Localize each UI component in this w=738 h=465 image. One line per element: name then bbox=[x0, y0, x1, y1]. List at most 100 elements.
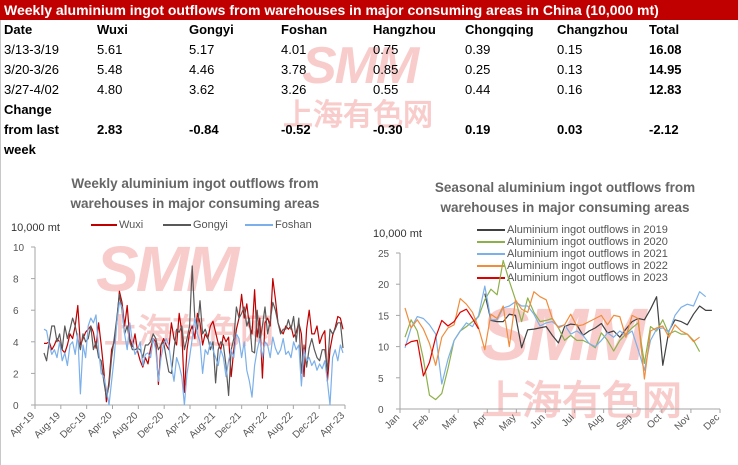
cell-total: 14.95 bbox=[649, 62, 682, 77]
legend-label-foshan: Foshan bbox=[275, 219, 312, 231]
y-tick-label: 8 bbox=[13, 275, 19, 286]
series-line bbox=[43, 265, 344, 398]
cell-chongqing: 0.25 bbox=[465, 62, 491, 77]
cell-foshan: 3.78 bbox=[281, 62, 307, 77]
cell-gongyi: 4.46 bbox=[189, 62, 215, 77]
legend-item-2021: Aluminium ingot outflows in 2021 bbox=[477, 248, 668, 260]
cell-changzhou: 0.15 bbox=[557, 42, 583, 57]
header-foshan: Foshan bbox=[281, 22, 328, 37]
change-label-text: week bbox=[4, 142, 36, 157]
header-hangzhou: Hangzhou bbox=[373, 22, 436, 37]
change-gongyi: -0.84 bbox=[189, 122, 219, 137]
legend-item-2019: Aluminium ingot outflows in 2019 bbox=[477, 224, 668, 236]
series-line bbox=[43, 301, 344, 406]
cell-hangzhou: 0.85 bbox=[373, 62, 399, 77]
legend-swatch-2022 bbox=[477, 265, 505, 267]
left-chart-y-unit: 10,000 mt bbox=[11, 222, 60, 234]
right-chart-title: Seasonal aluminium ingot outflows from w… bbox=[410, 178, 720, 218]
legend-label-2021: Aluminium ingot outflows in 2021 bbox=[507, 248, 668, 260]
cell-date: 3/20-3/26 bbox=[4, 62, 59, 77]
change-hangzhou: -0.30 bbox=[373, 122, 403, 137]
legend-item-wuxi: Wuxi bbox=[91, 219, 143, 231]
change-wuxi: 2.83 bbox=[97, 122, 123, 137]
y-tick-label: 20 bbox=[378, 280, 390, 291]
legend-item-2023: Aluminium ingot outflows in 2023 bbox=[477, 272, 668, 284]
cell-foshan: 3.26 bbox=[281, 82, 307, 97]
series-line bbox=[404, 291, 700, 380]
x-tick-label: Oct bbox=[645, 412, 664, 431]
left-chart-title-line1: Weekly aluminium ingot outflows from bbox=[71, 176, 319, 191]
legend-label-2023: Aluminium ingot outflows in 2023 bbox=[507, 272, 668, 284]
y-tick-label: 2 bbox=[13, 369, 19, 380]
legend-swatch-2021 bbox=[477, 253, 505, 255]
left-chart-title: Weekly aluminium ingot outflows from war… bbox=[40, 174, 350, 214]
cell-total: 12.83 bbox=[649, 82, 682, 97]
cell-wuxi: 5.61 bbox=[97, 42, 123, 57]
legend-item-gongyi: Gongyi bbox=[163, 219, 228, 231]
cell-total: 16.08 bbox=[649, 42, 682, 57]
x-tick-label: Apr bbox=[471, 412, 490, 431]
cell-changzhou: 0.13 bbox=[557, 62, 583, 77]
y-tick-label: 5 bbox=[378, 374, 384, 385]
x-tick-label: Dec bbox=[702, 412, 722, 432]
right-chart-title-line2: warehouses in major consuming areas bbox=[440, 200, 690, 215]
legend-item-2022: Aluminium ingot outflows in 2022 bbox=[477, 260, 668, 272]
x-tick-label: Feb bbox=[411, 412, 431, 432]
header-gongyi: Gongyi bbox=[189, 22, 234, 37]
series-line bbox=[404, 308, 480, 377]
cell-gongyi: 3.62 bbox=[189, 82, 215, 97]
legend-label-wuxi: Wuxi bbox=[119, 219, 144, 231]
cell-date: 3/27-4/02 bbox=[4, 82, 59, 97]
x-tick-label: Nov bbox=[673, 412, 693, 432]
change-foshan: -0.52 bbox=[281, 122, 311, 137]
y-tick-label: 6 bbox=[13, 306, 19, 317]
y-tick-label: 0 bbox=[13, 401, 19, 412]
header-chongqing: Chongqing bbox=[465, 22, 534, 37]
header-total: Total bbox=[649, 22, 680, 37]
x-tick-label: Jul bbox=[560, 412, 577, 429]
cell-hangzhou: 0.55 bbox=[373, 82, 399, 97]
legend-swatch-wuxi bbox=[91, 224, 117, 226]
header-date: Date bbox=[4, 22, 33, 37]
x-tick-label: Jun bbox=[528, 412, 547, 431]
cell-wuxi: 4.80 bbox=[97, 82, 123, 97]
legend-item-2020: Aluminium ingot outflows in 2020 bbox=[477, 236, 668, 248]
series-line bbox=[484, 293, 712, 366]
cell-foshan: 4.01 bbox=[281, 42, 307, 57]
legend-swatch-foshan bbox=[245, 224, 273, 226]
right-chart-y-unit: 10,000 mt bbox=[373, 228, 422, 240]
cell-wuxi: 5.48 bbox=[97, 62, 123, 77]
change-chongqing: 0.19 bbox=[465, 122, 491, 137]
cell-chongqing: 0.44 bbox=[465, 82, 491, 97]
legend-label-2020: Aluminium ingot outflows in 2020 bbox=[507, 236, 668, 248]
legend-label-2022: Aluminium ingot outflows in 2022 bbox=[507, 260, 668, 272]
change-total: -2.12 bbox=[649, 122, 679, 137]
x-tick-label: Jan bbox=[383, 412, 402, 431]
y-tick-label: 4 bbox=[13, 338, 19, 349]
change-label-text: from last bbox=[4, 122, 59, 137]
header-changzhou: Changzhou bbox=[557, 22, 628, 37]
header-wuxi: Wuxi bbox=[97, 22, 128, 37]
x-tick-label: May bbox=[497, 412, 518, 433]
left-chart-title-line2: warehouses in major consuming areas bbox=[70, 196, 320, 211]
legend-swatch-2023 bbox=[477, 277, 505, 279]
cell-date: 3/13-3/19 bbox=[4, 42, 59, 57]
change-label-text: Change bbox=[4, 102, 52, 117]
right-chart-title-line1: Seasonal aluminium ingot outflows from bbox=[434, 180, 696, 195]
legend-item-foshan: Foshan bbox=[245, 219, 312, 231]
cell-changzhou: 0.16 bbox=[557, 82, 583, 97]
x-tick-label: Sep bbox=[614, 412, 635, 433]
change-changzhou: 0.03 bbox=[557, 122, 583, 137]
y-tick-label: 10 bbox=[378, 343, 390, 354]
y-tick-label: 10 bbox=[13, 243, 25, 254]
y-tick-label: 15 bbox=[378, 311, 390, 322]
legend-label-2019: Aluminium ingot outflows in 2019 bbox=[507, 224, 668, 236]
y-tick-label: 0 bbox=[378, 405, 384, 416]
legend-swatch-2019 bbox=[477, 229, 505, 231]
legend-label-gongyi: Gongyi bbox=[193, 219, 228, 231]
legend-swatch-2020 bbox=[477, 241, 505, 243]
cell-chongqing: 0.39 bbox=[465, 42, 491, 57]
y-tick-label: 25 bbox=[378, 249, 390, 260]
